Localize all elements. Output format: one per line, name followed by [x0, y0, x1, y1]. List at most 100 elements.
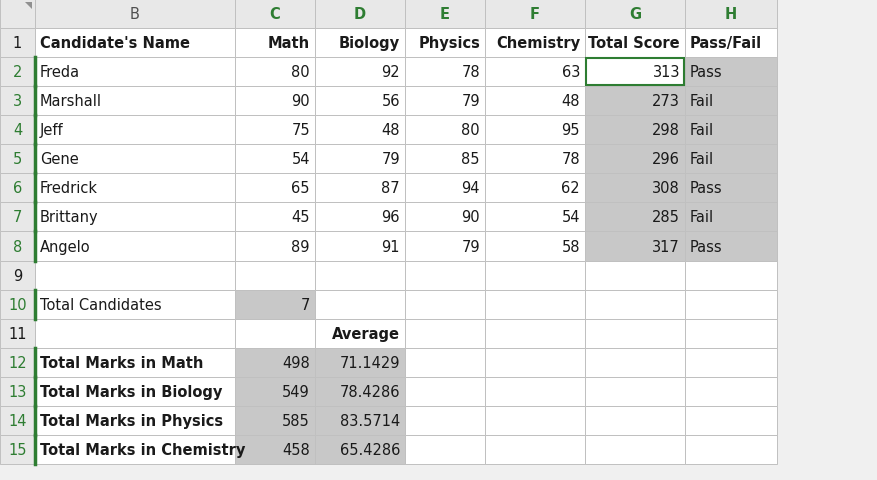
Bar [315, 348, 405, 377]
Bar [35, 348, 235, 377]
Bar [235, 348, 315, 377]
Bar [685, 116, 777, 145]
Bar [585, 58, 685, 87]
Text: Jeff: Jeff [40, 123, 64, 138]
Text: 48: 48 [561, 94, 580, 109]
Text: Average: Average [332, 326, 400, 341]
Text: Fredrick: Fredrick [40, 181, 98, 196]
Text: Angelo: Angelo [40, 239, 90, 254]
Text: Total Candidates: Total Candidates [40, 297, 161, 312]
Text: 90: 90 [461, 210, 480, 225]
Bar [315, 58, 405, 87]
Text: 15: 15 [8, 442, 27, 457]
Text: 90: 90 [291, 94, 310, 109]
Bar [0, 435, 35, 464]
Bar [0, 116, 35, 145]
Text: 498: 498 [282, 355, 310, 370]
Bar [585, 203, 685, 232]
Text: 95: 95 [561, 123, 580, 138]
Bar [585, 348, 685, 377]
Bar [405, 290, 485, 319]
Text: Candidate's Name: Candidate's Name [40, 36, 190, 51]
Text: Physics: Physics [418, 36, 480, 51]
Bar [685, 261, 777, 290]
Bar [405, 29, 485, 58]
Text: Fail: Fail [690, 210, 714, 225]
Bar [485, 435, 585, 464]
Text: B: B [130, 7, 140, 22]
Text: 298: 298 [652, 123, 680, 138]
Text: Fail: Fail [690, 152, 714, 167]
Text: Freda: Freda [40, 65, 80, 80]
Bar [485, 0, 585, 29]
Bar [35, 87, 235, 116]
Bar [485, 377, 585, 406]
Bar [35, 290, 235, 319]
Bar [0, 290, 35, 319]
Bar [35, 145, 235, 174]
Text: 91: 91 [381, 239, 400, 254]
Text: 54: 54 [291, 152, 310, 167]
Bar [405, 377, 485, 406]
Text: 65: 65 [291, 181, 310, 196]
Bar [315, 174, 405, 203]
Bar [315, 87, 405, 116]
Bar [585, 261, 685, 290]
Text: 12: 12 [8, 355, 27, 370]
Text: 78: 78 [461, 65, 480, 80]
Bar [685, 290, 777, 319]
Text: G: G [629, 7, 641, 22]
Text: 296: 296 [652, 152, 680, 167]
Bar [315, 406, 405, 435]
Bar [485, 87, 585, 116]
Bar [315, 203, 405, 232]
Text: Fail: Fail [690, 94, 714, 109]
Text: 79: 79 [381, 152, 400, 167]
Bar [0, 319, 35, 348]
Bar [315, 435, 405, 464]
Bar [0, 0, 35, 29]
Text: 94: 94 [461, 181, 480, 196]
Bar [685, 406, 777, 435]
Bar [235, 435, 315, 464]
Bar [585, 232, 685, 261]
Text: Pass: Pass [690, 65, 723, 80]
Text: 48: 48 [381, 123, 400, 138]
Text: Fail: Fail [690, 123, 714, 138]
Text: 78: 78 [561, 152, 580, 167]
Bar [405, 174, 485, 203]
Text: 89: 89 [291, 239, 310, 254]
Bar [0, 29, 35, 58]
Text: 71.1429: 71.1429 [339, 355, 400, 370]
Bar [235, 406, 315, 435]
Bar [405, 319, 485, 348]
Bar [235, 29, 315, 58]
Bar [235, 58, 315, 87]
Bar [485, 232, 585, 261]
Bar [235, 0, 315, 29]
Bar [585, 145, 685, 174]
Bar [35, 116, 235, 145]
Bar [405, 261, 485, 290]
Text: 13: 13 [8, 384, 26, 399]
Bar [485, 348, 585, 377]
Bar [235, 145, 315, 174]
Bar [235, 319, 315, 348]
Bar [405, 232, 485, 261]
Text: 80: 80 [291, 65, 310, 80]
Bar [405, 0, 485, 29]
Bar [35, 29, 235, 58]
Bar [485, 406, 585, 435]
Text: C: C [269, 7, 281, 22]
Bar [235, 232, 315, 261]
Text: 549: 549 [282, 384, 310, 399]
Bar [0, 406, 35, 435]
Bar [35, 232, 235, 261]
Bar [235, 116, 315, 145]
Bar [485, 145, 585, 174]
Text: 78.4286: 78.4286 [339, 384, 400, 399]
Bar [685, 435, 777, 464]
Text: 54: 54 [561, 210, 580, 225]
Bar [35, 377, 235, 406]
Text: Brittany: Brittany [40, 210, 98, 225]
